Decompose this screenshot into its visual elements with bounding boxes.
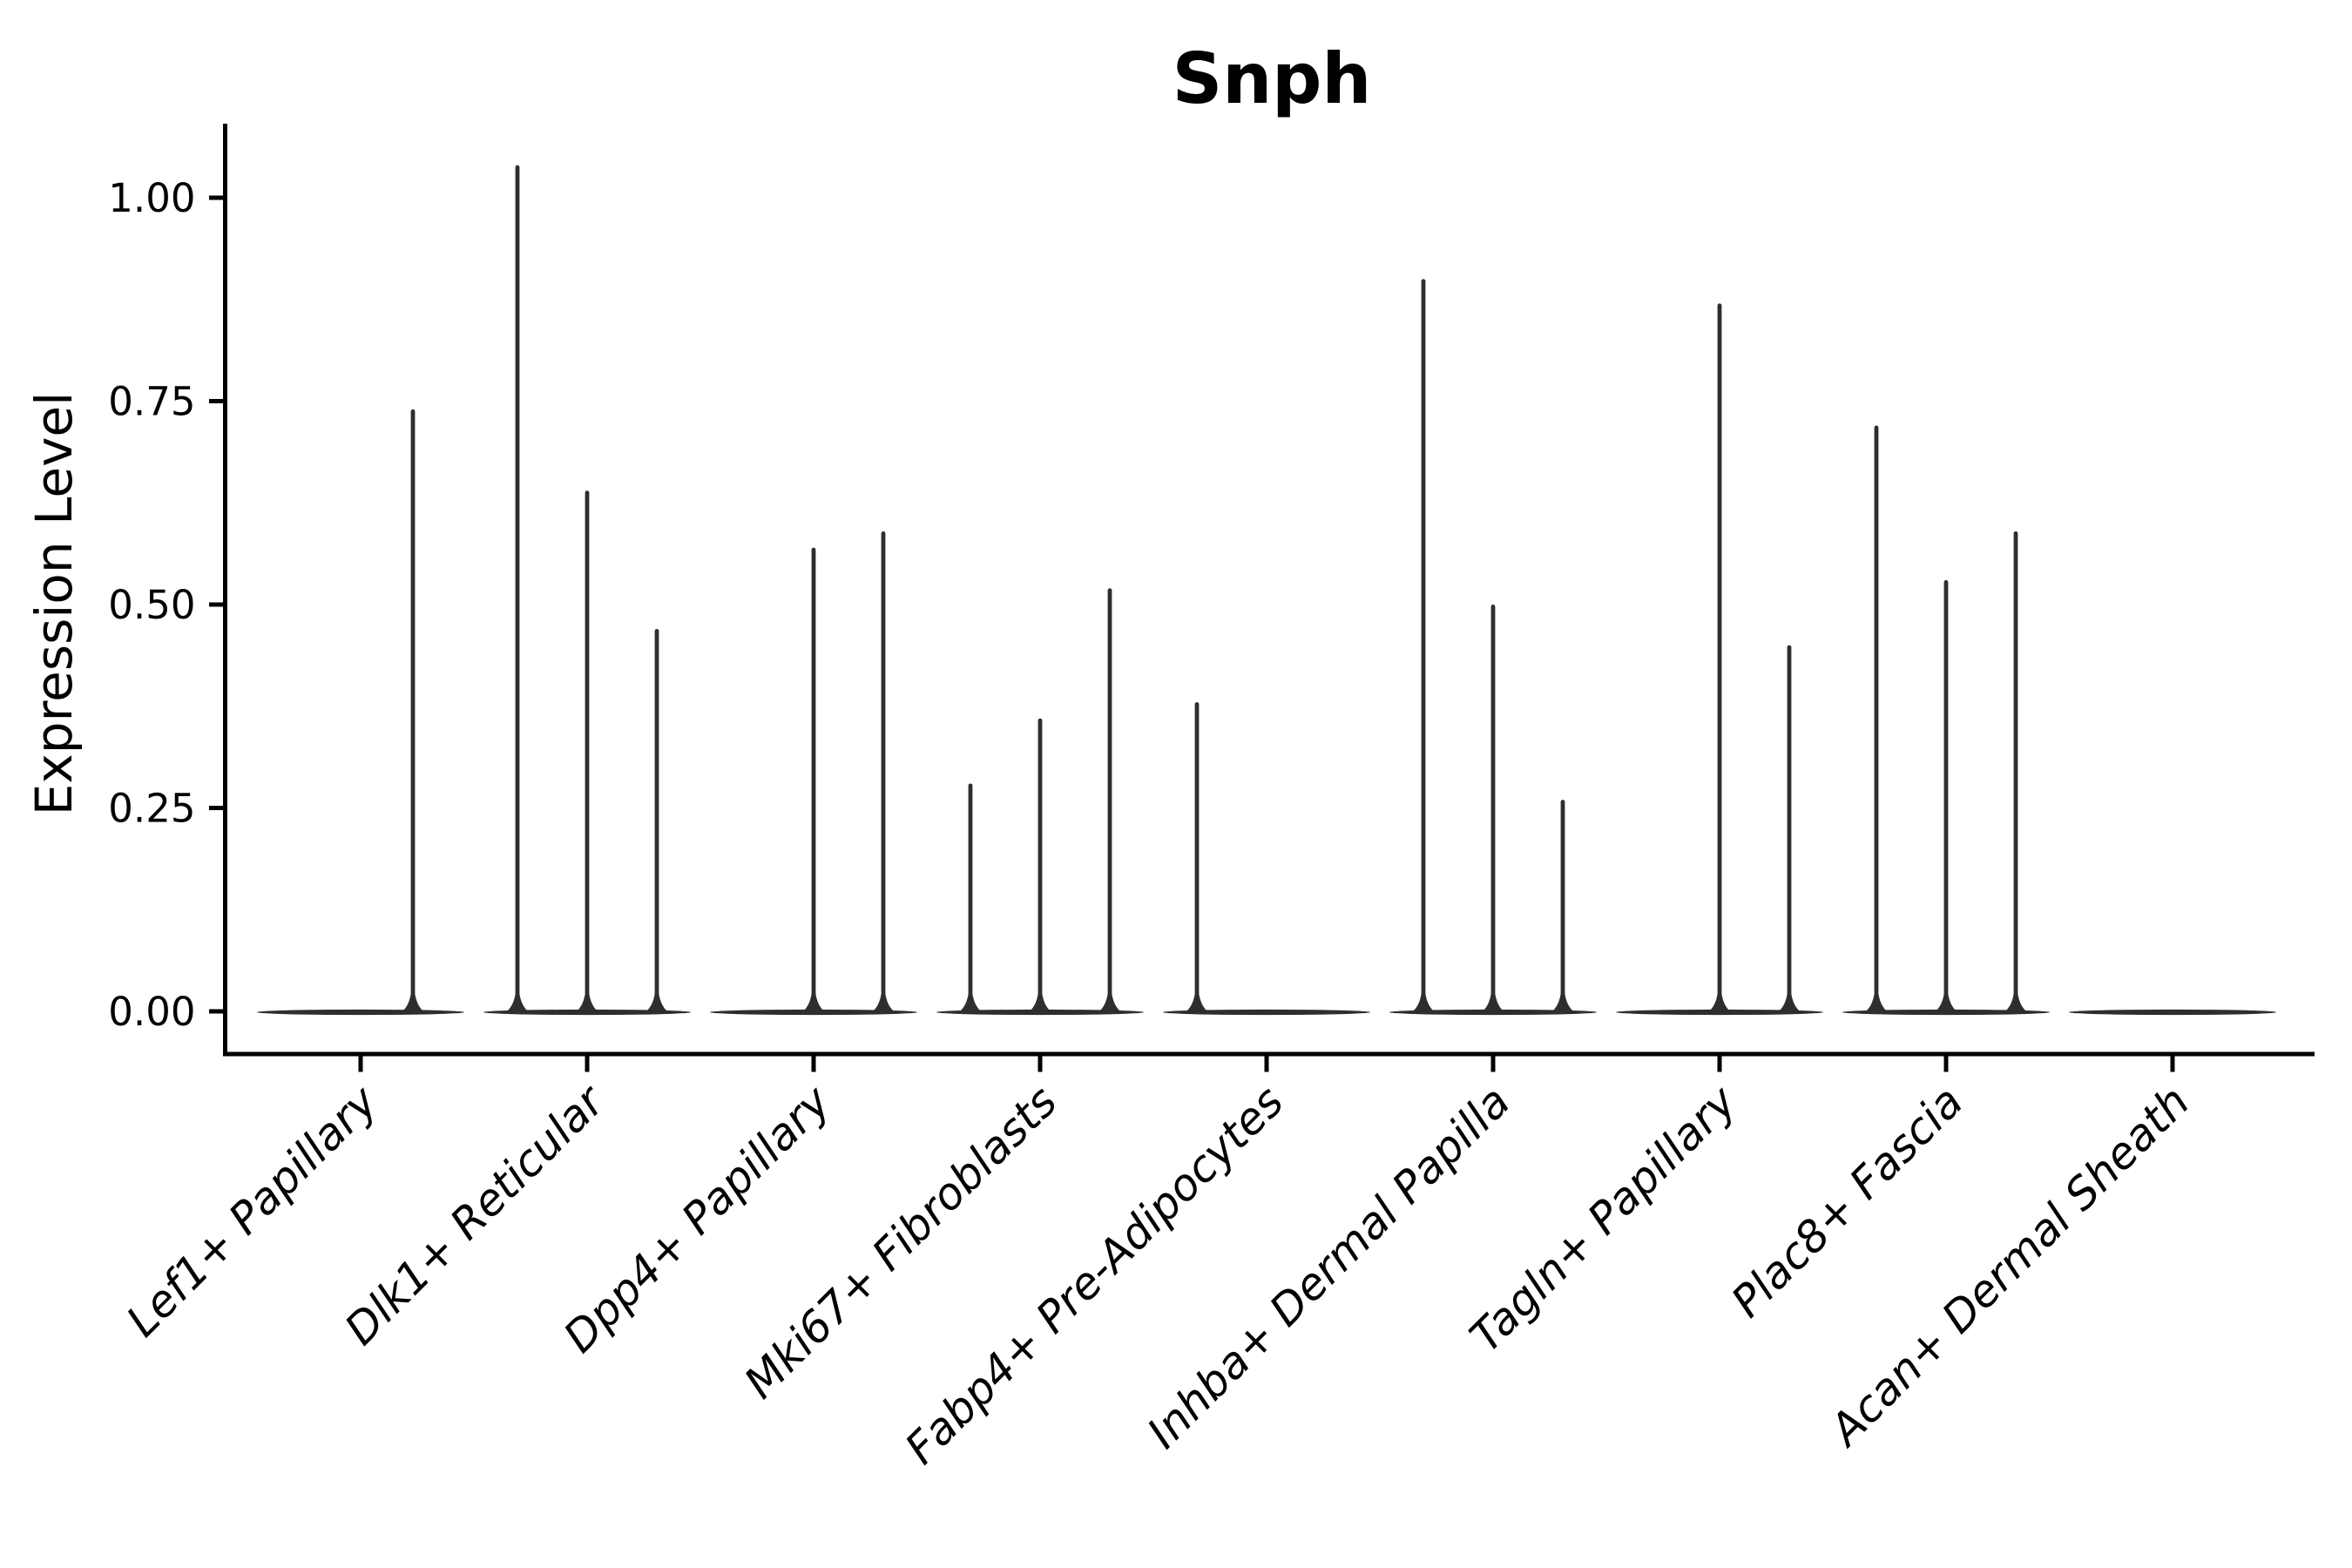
violin-spike	[1490, 605, 1496, 1013]
violin-spike	[515, 165, 520, 1013]
violin-spike	[1787, 645, 1792, 1013]
violin-baseline	[2069, 1009, 2276, 1016]
violin-baseline	[1163, 1009, 1370, 1016]
y-axis-ticks: 1.00 0.75 0.50 0.25 0.00	[108, 175, 223, 1035]
x-tick-label: Acan+ Dermal Sheath	[1819, 1076, 2200, 1456]
y-tick-label: 0.50	[108, 582, 195, 628]
violin-spike	[1194, 702, 1200, 1013]
violin-spike	[1421, 279, 1426, 1013]
violin-spike	[1874, 425, 1879, 1013]
y-tick-label: 0.25	[108, 786, 195, 832]
x-tick-label: Plac8+ Fascia	[1722, 1076, 1973, 1327]
violin-spike	[1943, 579, 1949, 1013]
violin-spike	[1037, 718, 1043, 1013]
violin-spike	[1717, 303, 1722, 1013]
y-tick-label: 0.75	[108, 379, 195, 425]
violin-spike	[410, 409, 416, 1014]
violin-spike	[654, 629, 659, 1013]
plot-title: Snph	[1173, 38, 1372, 119]
violin-spike	[968, 783, 973, 1013]
violin-spike	[1107, 588, 1112, 1013]
violins-layer	[257, 165, 2276, 1016]
y-tick-label: 1.00	[108, 175, 195, 221]
violin-spike	[585, 490, 590, 1013]
axes	[223, 124, 2315, 1057]
violin-spike	[881, 531, 886, 1013]
y-axis-label: Expression Level	[24, 392, 84, 815]
x-tick-label: Fabp4+ Pre-Adipocytes	[896, 1076, 1294, 1474]
y-tick-label: 0.00	[108, 989, 195, 1035]
violin-spike	[811, 547, 816, 1013]
violin-baseline	[257, 1009, 464, 1016]
violin-spike	[1560, 800, 1565, 1013]
x-tick-label: Inhba+ Dermal Papilla	[1138, 1076, 1519, 1457]
violin-spike	[2013, 531, 2018, 1013]
